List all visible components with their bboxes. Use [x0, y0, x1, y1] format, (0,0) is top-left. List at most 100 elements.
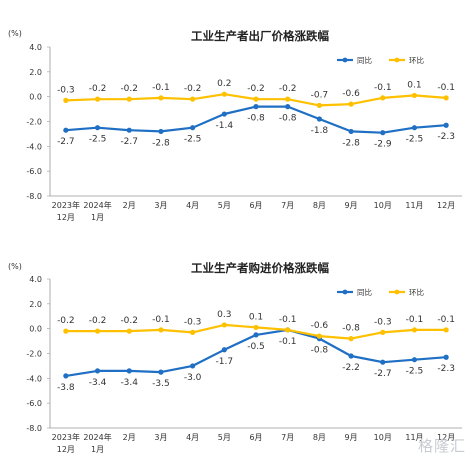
x-tick-label: 10月 [374, 201, 392, 210]
data-point [221, 91, 227, 97]
data-point [380, 130, 386, 136]
data-point [221, 111, 227, 117]
x-tick-label: 10月 [374, 433, 392, 442]
data-point [348, 336, 354, 342]
x-tick-label: 2023年 [52, 200, 80, 210]
data-point [158, 95, 164, 101]
data-point [253, 104, 259, 110]
data-point [158, 128, 164, 135]
data-label: -2.7 [120, 137, 138, 147]
data-point [285, 104, 291, 110]
data-point [380, 95, 386, 101]
x-tick-label: 4月 [186, 433, 199, 442]
data-label: -3.8 [57, 383, 75, 393]
y-tick-label: -4.0 [26, 374, 42, 383]
data-label: -3.5 [152, 379, 170, 389]
data-label: -0.1 [374, 83, 392, 93]
legend-marker [342, 57, 348, 63]
chart-2: 工业生产者购进价格涨跌幅 (%) 4.0 2.0 0.0 -2.0 -4.0 -6.0 -8.0… [8, 261, 462, 454]
y-tick-label: -8.0 [26, 424, 42, 433]
x-tick-label: 2023年 [52, 432, 80, 442]
x-tick-label: 8月 [313, 433, 326, 442]
x-tick-label: 7月 [281, 433, 294, 442]
y-tick-label: 0.0 [29, 93, 42, 102]
data-point [221, 347, 227, 353]
data-label: -0.1 [437, 315, 455, 325]
data-label: -2.5 [184, 135, 202, 145]
data-label: 0.3 [217, 310, 231, 320]
data-label: -0.6 [311, 321, 329, 331]
chart-title: 工业生产者出厂价格涨跌幅 [191, 29, 329, 43]
x-tick-label: 4月 [186, 201, 199, 210]
data-label: -2.5 [89, 135, 107, 145]
x-tick-label: 5月 [218, 433, 231, 442]
data-label: -0.8 [311, 346, 329, 356]
y-tick-label: 2.0 [29, 68, 42, 77]
data-point [411, 92, 418, 99]
data-point [94, 125, 101, 131]
data-label: -2.8 [342, 138, 360, 148]
data-point [253, 96, 259, 102]
x-tick-label: 6月 [249, 433, 262, 442]
y-tick-label: 4.0 [29, 275, 42, 284]
data-label: 0.1 [249, 312, 263, 322]
x-tick-label: 12月 [437, 201, 455, 210]
data-label: -2.7 [374, 369, 392, 379]
x-tick-label: 1月 [91, 445, 104, 454]
y-unit-label: (%) [8, 262, 22, 271]
data-point [126, 96, 132, 102]
data-point [348, 128, 354, 135]
legend-label: 同比 [357, 55, 372, 65]
data-point [411, 125, 418, 131]
x-tick-label: 1月 [91, 213, 104, 222]
data-point [316, 116, 322, 122]
y-tick-label: -2.0 [26, 350, 42, 359]
data-label: -0.2 [120, 84, 138, 94]
data-point [253, 324, 259, 331]
data-label: -0.2 [89, 84, 107, 94]
data-point [63, 127, 69, 133]
data-label: 0.2 [217, 79, 231, 89]
y-tick-label: 0.0 [29, 325, 42, 334]
data-point [158, 369, 164, 375]
data-point [316, 333, 322, 339]
data-label: -0.1 [279, 315, 297, 325]
data-point [380, 359, 386, 365]
data-point [411, 327, 418, 333]
data-label: -0.2 [89, 316, 107, 326]
data-point [63, 373, 69, 379]
data-point [348, 101, 354, 107]
data-label: -0.1 [437, 83, 455, 93]
data-label: -0.6 [342, 89, 360, 99]
data-label: -0.8 [279, 114, 297, 124]
chart-title: 工业生产者购进价格涨跌幅 [191, 261, 329, 275]
data-point [190, 125, 196, 131]
data-point [190, 329, 196, 335]
y-tick-label: -8.0 [26, 192, 42, 201]
legend-label: 环比 [409, 55, 424, 65]
x-tick-label: 8月 [313, 201, 326, 210]
data-label: -2.7 [57, 137, 75, 147]
x-tick-label: 2月 [123, 201, 136, 210]
y-tick-label: -6.0 [26, 399, 42, 408]
x-tick-label: 9月 [345, 201, 358, 210]
x-tick-label: 7月 [281, 201, 294, 210]
data-label: -2.5 [406, 367, 424, 377]
data-label: -0.1 [152, 315, 170, 325]
chart-1: 工业生产者出厂价格涨跌幅 (%) 4.0 2.0 0.0 -2.0 -4.0 -6.0 -8.0… [8, 29, 462, 222]
data-point [94, 328, 101, 334]
legend-marker [394, 289, 400, 295]
data-point [158, 327, 164, 333]
watermark-logo: 格隆汇 [417, 437, 466, 455]
data-label: -0.2 [120, 316, 138, 326]
x-tick-label: 2024年 [83, 432, 111, 442]
data-point [285, 327, 291, 333]
x-tick-label: 3月 [154, 201, 167, 210]
data-label: -2.3 [437, 132, 455, 142]
x-tick-label: 9月 [345, 433, 358, 442]
data-label: -0.1 [406, 315, 424, 325]
data-label: 0.1 [407, 80, 421, 90]
data-point [190, 96, 196, 102]
x-tick-label: 12月 [57, 213, 75, 222]
